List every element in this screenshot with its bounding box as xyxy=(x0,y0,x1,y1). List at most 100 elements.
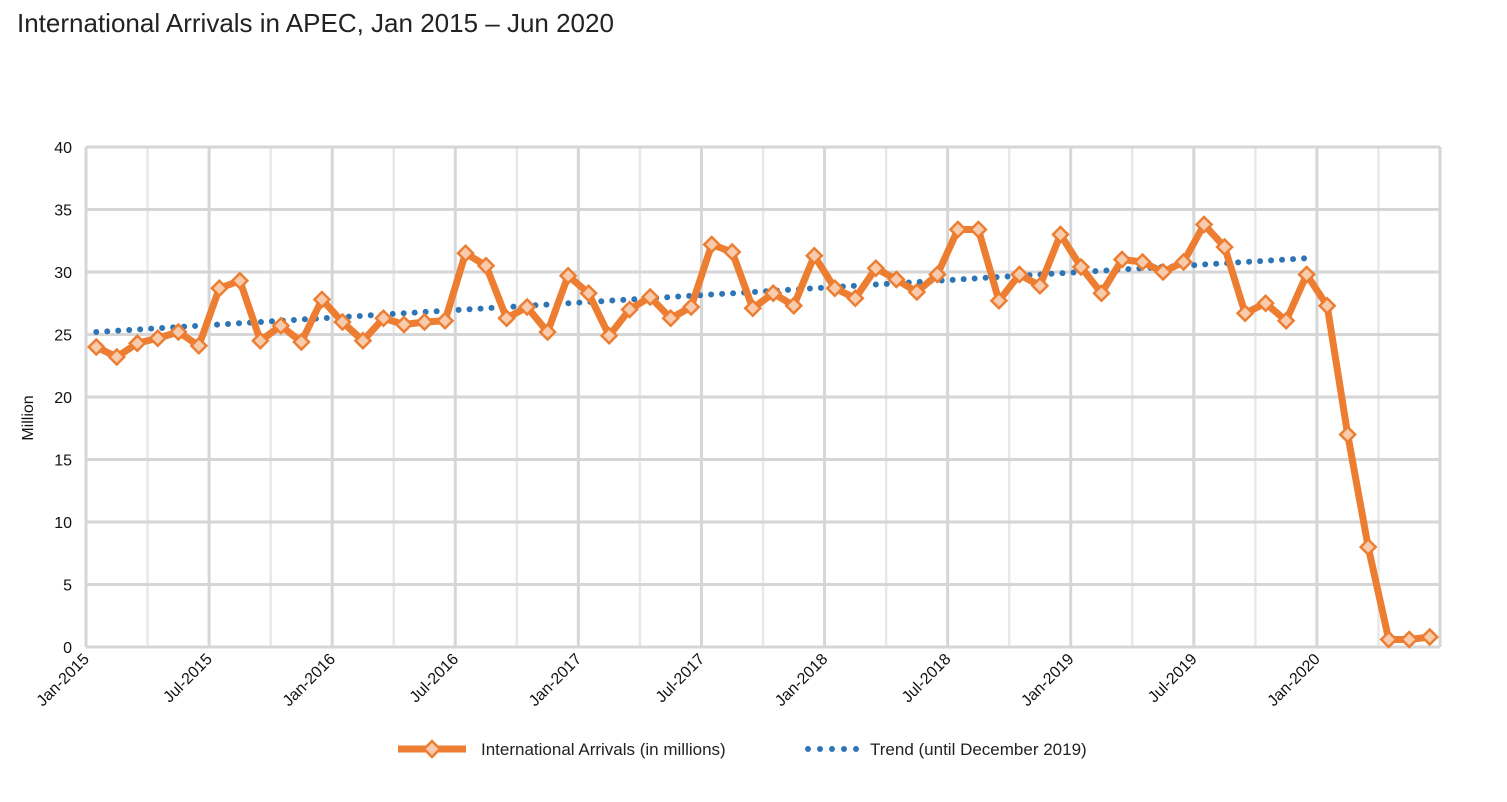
arrivals-point xyxy=(599,326,619,346)
x-tick-label: Jul-2019 xyxy=(1145,651,1200,706)
arrivals-point xyxy=(948,220,968,239)
arrivals-point xyxy=(374,308,393,328)
arrivals-point xyxy=(1112,250,1132,269)
arrivals-point xyxy=(743,298,763,318)
arrivals-point xyxy=(887,270,906,289)
arrivals-point xyxy=(86,337,106,357)
arrivals-point xyxy=(1235,303,1255,323)
arrivals-point xyxy=(435,311,455,331)
arrivals-point xyxy=(620,300,639,319)
arrivals-point xyxy=(1379,630,1398,649)
grid xyxy=(84,145,1442,649)
arrivals-point xyxy=(517,297,537,317)
arrivals-point xyxy=(415,312,434,332)
legend-arrivals-marker xyxy=(422,739,442,759)
y-tick-label: 15 xyxy=(54,453,72,470)
arrivals-point xyxy=(189,336,209,356)
y-tick-label: 35 xyxy=(54,203,72,220)
x-tick-label: Jul-2016 xyxy=(407,651,462,706)
y-tick-label: 30 xyxy=(54,265,72,282)
arrivals-point xyxy=(497,308,516,328)
y-tick-label: 0 xyxy=(63,640,72,657)
x-axis-ticks: Jan-2015 Jul-2015 Jan-2016 Jul-2016 Jan-2017… xyxy=(34,651,1324,710)
arrivals-point xyxy=(1071,257,1091,277)
arrivals-point xyxy=(394,315,414,334)
arrivals-point xyxy=(1153,262,1173,282)
arrivals-point xyxy=(312,290,332,309)
arrivals-point xyxy=(1092,283,1111,303)
y-tick-label: 25 xyxy=(54,328,72,345)
arrivals-point xyxy=(825,278,845,298)
x-tick-label: Jan-2018 xyxy=(772,651,831,710)
arrivals-point xyxy=(784,296,804,316)
arrivals-point xyxy=(1338,425,1357,444)
arrivals-point xyxy=(722,242,742,262)
arrivals-point xyxy=(928,265,947,284)
x-tick-label: Jan-2020 xyxy=(1265,651,1324,710)
arrivals-point xyxy=(1133,252,1152,272)
legend-item-arrivals: International Arrivals (in millions) xyxy=(398,739,726,759)
arrivals-point xyxy=(271,316,291,336)
arrivals-point xyxy=(1194,215,1214,234)
legend-trend-label: Trend (until December 2019) xyxy=(870,740,1087,759)
arrivals-point xyxy=(558,266,578,286)
arrivals-point xyxy=(989,291,1009,311)
y-tick-label: 10 xyxy=(54,515,72,532)
series-trend xyxy=(93,255,1310,335)
arrivals-point xyxy=(866,258,886,278)
arrivals-point xyxy=(538,322,557,342)
arrivals-point xyxy=(1297,265,1316,284)
x-tick-label: Jan-2016 xyxy=(280,651,339,710)
arrivals-point xyxy=(702,235,721,254)
arrivals-point xyxy=(230,271,250,291)
arrivals-point xyxy=(1030,276,1050,296)
arrivals-point xyxy=(148,328,168,348)
y-tick-label: 40 xyxy=(54,140,72,157)
y-axis-label: Million xyxy=(20,395,37,440)
arrivals-point xyxy=(1358,537,1378,557)
arrivals-point xyxy=(476,256,496,276)
arrivals-point xyxy=(210,278,229,298)
arrivals-point xyxy=(969,220,988,239)
x-tick-label: Jan-2015 xyxy=(34,651,93,710)
x-tick-label: Jan-2017 xyxy=(526,651,585,710)
x-tick-label: Jan-2019 xyxy=(1018,651,1077,710)
arrivals-point xyxy=(456,243,475,263)
arrivals-point xyxy=(292,332,311,352)
x-tick-label: Jul-2015 xyxy=(160,651,215,706)
arrivals-point xyxy=(128,333,147,353)
x-tick-label: Jul-2018 xyxy=(899,651,954,706)
arrivals-point xyxy=(1174,252,1193,272)
arrivals-point xyxy=(1276,311,1296,331)
arrivals-point xyxy=(681,297,701,317)
arrivals-point xyxy=(1215,237,1234,257)
series-arrivals xyxy=(86,215,1440,649)
arrivals-point xyxy=(1010,265,1029,284)
arrivals-point xyxy=(169,322,188,342)
legend-arrivals-label: International Arrivals (in millions) xyxy=(481,740,726,759)
arrivals-point xyxy=(1256,293,1275,313)
arrivals-point xyxy=(1420,627,1440,647)
arrivals-point xyxy=(661,308,680,328)
arrivals-point xyxy=(763,283,783,303)
arrivals-point xyxy=(579,283,598,303)
arrivals-point xyxy=(805,246,824,266)
y-tick-label: 20 xyxy=(54,390,72,407)
y-tick-label: 5 xyxy=(63,578,72,595)
legend-item-trend: Trend (until December 2019) xyxy=(805,740,1087,759)
arrivals-point xyxy=(1399,630,1419,649)
arrivals-point xyxy=(1317,296,1337,316)
x-tick-label: Jul-2017 xyxy=(653,651,708,706)
arrivals-point xyxy=(640,287,660,307)
arrivals-point xyxy=(907,282,927,302)
arrivals-point xyxy=(333,312,352,332)
arrivals-point xyxy=(846,288,865,308)
arrivals-point xyxy=(1051,225,1070,244)
chart-title: International Arrivals in APEC, Jan 2015… xyxy=(17,8,614,38)
arrivals-point xyxy=(107,347,127,367)
arrivals-point xyxy=(353,331,373,351)
y-axis-ticks: 0 5 10 15 20 25 30 35 40 xyxy=(54,140,72,657)
arrivals-point xyxy=(251,331,270,351)
trend-line xyxy=(93,255,1310,335)
